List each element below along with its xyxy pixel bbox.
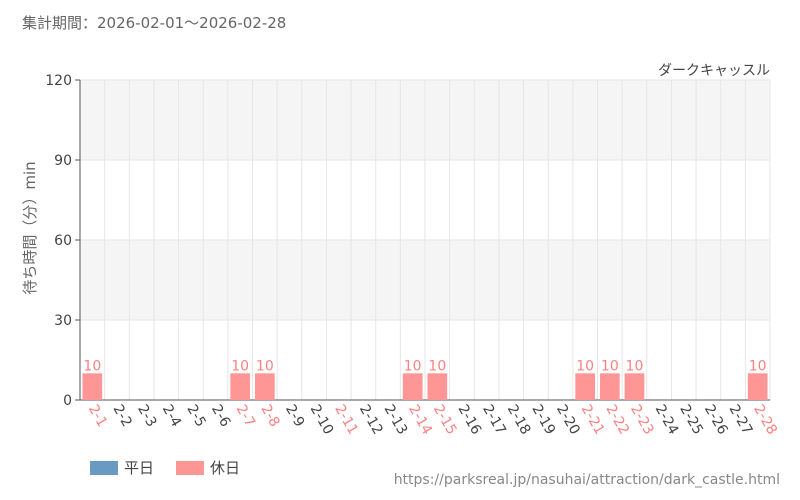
legend: 平日 休日 [90, 457, 240, 478]
x-tick-label-2-15: 2-15 [430, 402, 460, 438]
bar-2-1 [82, 373, 103, 400]
x-tick-label-2-8: 2-8 [257, 402, 282, 430]
data-label-2-15: 10 [428, 358, 446, 374]
x-tick-label-2-12: 2-12 [356, 402, 386, 438]
x-tick-labels: 2-1 2-2 2-3 2-4 2-5 2-6 2-7 2-8 2-9 2-102-112-122… [85, 402, 780, 438]
bar-2-7 [230, 373, 251, 400]
data-label-2-28: 10 [749, 358, 767, 374]
data-label-2-14: 10 [404, 358, 422, 374]
x-tick-label-2-26: 2-26 [701, 402, 731, 438]
y-tick-label: 90 [54, 153, 72, 169]
data-label-2-23: 10 [626, 358, 644, 374]
x-tick-label-2-13: 2-13 [381, 402, 411, 438]
bar-2-22 [599, 373, 620, 400]
x-tick-label-2-19: 2-19 [528, 402, 558, 438]
data-label-2-1: 10 [83, 358, 101, 374]
legend-swatch-weekday [90, 460, 118, 475]
source-url: https://parksreal.jp/nasuhai/attraction/… [393, 472, 780, 488]
chart-title: ダークキャッスル [658, 63, 770, 79]
x-tick-label-2-27: 2-27 [726, 402, 756, 438]
bar-2-15 [427, 373, 448, 400]
y-tick-label: 0 [63, 393, 72, 409]
x-tick-label-2-16: 2-16 [455, 402, 485, 438]
data-label-2-8: 10 [256, 358, 274, 374]
bar-2-28 [747, 373, 768, 400]
x-tick-label-2-4: 2-4 [159, 402, 184, 430]
x-tick-label-2-3: 2-3 [134, 402, 159, 430]
data-label-2-22: 10 [601, 358, 619, 374]
x-tick-label-2-11: 2-11 [331, 402, 361, 438]
x-tick-label-2-28: 2-28 [750, 402, 780, 438]
x-tick-label-2-6: 2-6 [208, 402, 233, 430]
x-tick-label-2-24: 2-24 [652, 402, 682, 438]
legend-swatch-holiday [176, 460, 205, 475]
legend-item-holiday: 休日 [176, 457, 240, 478]
x-tick-label-2-2: 2-2 [110, 402, 135, 430]
bar-2-23 [624, 373, 645, 400]
data-labels: 10 10 10 10 10 10 10 10 10 [83, 358, 766, 374]
x-tick-label-2-9: 2-9 [282, 402, 307, 430]
bar-2-8 [254, 373, 275, 400]
x-tick-label-2-20: 2-20 [553, 402, 583, 438]
x-tick-label-2-23: 2-23 [627, 402, 657, 438]
x-tick-label-2-5: 2-5 [183, 402, 208, 430]
legend-label-weekday: 平日 [124, 459, 155, 477]
legend-item-weekday: 平日 [90, 457, 154, 478]
x-tick-label-2-14: 2-14 [405, 402, 435, 438]
y-tick-label: 30 [54, 313, 72, 329]
x-tick-label-2-22: 2-22 [602, 402, 632, 438]
bar-2-14 [402, 373, 423, 400]
y-tick-labels: 0 30 60 90 120 [45, 73, 80, 409]
x-tick-label-2-7: 2-7 [233, 402, 258, 430]
x-tick-label-2-18: 2-18 [504, 402, 534, 438]
x-tick-label-2-25: 2-25 [676, 402, 706, 438]
data-label-2-21: 10 [576, 358, 594, 374]
bars [82, 373, 768, 400]
data-label-2-7: 10 [231, 358, 249, 374]
y-tick-label: 120 [45, 73, 72, 89]
x-tick-label-2-10: 2-10 [307, 402, 337, 438]
legend-label-holiday: 休日 [210, 459, 241, 477]
x-tick-label-2-17: 2-17 [479, 402, 509, 438]
y-axis-label: 待ち時間（分）min [21, 161, 39, 294]
x-tick-label-2-1: 2-1 [85, 402, 110, 430]
bar-2-21 [575, 373, 596, 400]
y-tick-label: 60 [54, 233, 72, 249]
period-label: 集計期間：2026-02-01～2026-02-28 [22, 14, 287, 32]
x-tick-label-2-21: 2-21 [578, 402, 608, 438]
